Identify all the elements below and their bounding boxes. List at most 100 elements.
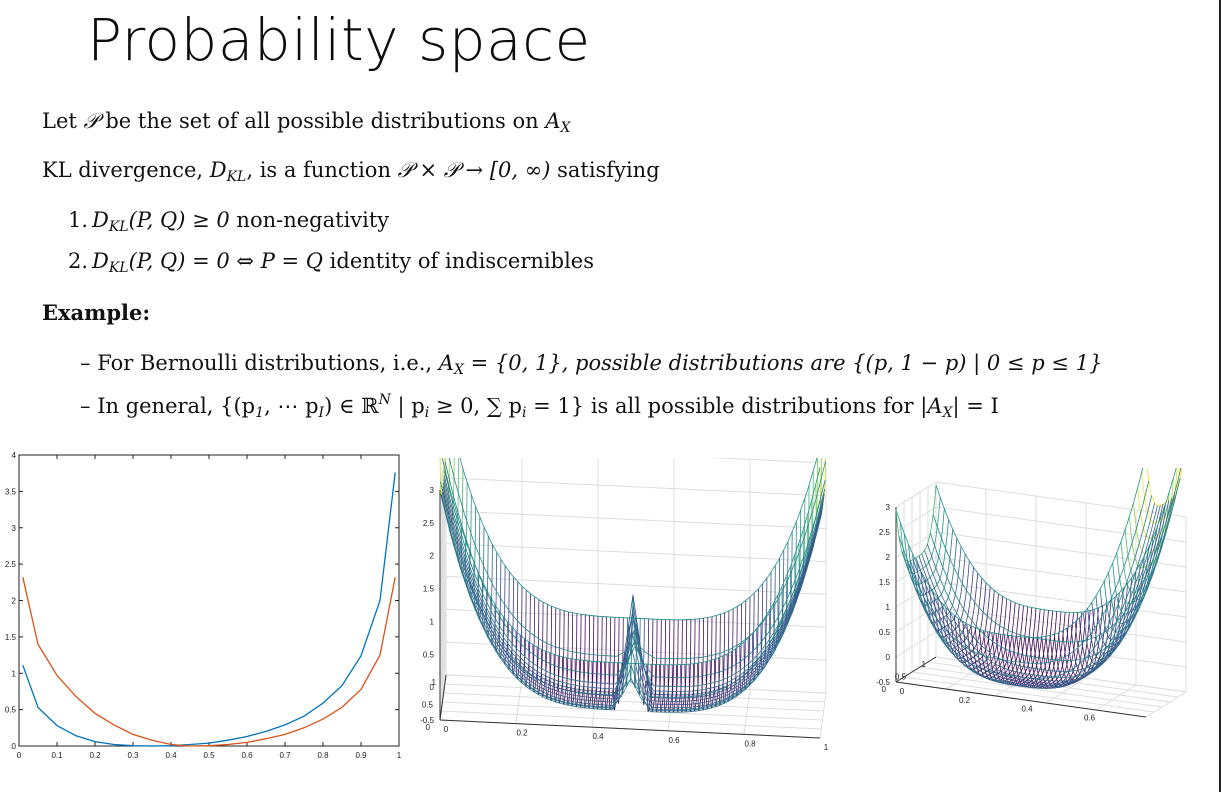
z-tick-label: -0.5 [876,678,890,687]
intro-text-1: Let [42,109,84,133]
x-tick-label: 0.4 [592,732,604,741]
grid-line [667,685,675,731]
surface-mesh-line [932,468,1182,643]
z-tick-label: 2 [430,552,435,561]
surface-mesh-line [612,617,620,711]
kl-subscript: KL [226,169,247,185]
line-chart: 0 0.1 0.2 0.3 0.4 0.5 0.6 0.7 0.8 0.9 1 0 0.5 1 1.5 2 2.… [5,451,402,760]
surface-plot-1: -0.500.511.522.530 0.2 0.4 0.6 0.8 100.51 [420,458,829,752]
kl-symbol: D [92,208,109,232]
y-tick-label: 0.5 [5,706,17,715]
y-tick-label: 0 [12,742,17,751]
alphabet-subscript: X [560,120,571,136]
y-tick-label: 3.5 [5,487,17,496]
z-tick-label: 0 [430,683,435,692]
x-tick-label: 0.8 [317,751,329,760]
surface-mesh-line [907,505,1158,689]
grid-line [927,661,1179,698]
y-tick-label: 0.5 [422,701,434,710]
grid-line [935,506,1187,543]
x-tick-label: 1 [824,743,829,752]
kl-symbol: D [209,158,227,182]
surface-mesh-line [443,475,825,692]
surface-mesh-line [442,485,824,702]
list-dash: – [80,394,91,418]
subscript: I [318,405,325,421]
y-tick-label: 1 [922,660,927,669]
x-tick-label: 0 [17,751,22,760]
x-tick-label: 0.2 [959,696,971,705]
property-number: 2. [68,249,89,273]
grid-line [709,458,827,464]
example-item: – In general, {(p1, ⋯ pI) ∈ ℝN | pi ≥ 0,… [80,387,999,426]
grid-line [935,606,1187,643]
grid-line [935,481,1187,518]
x-axis-line [439,719,821,739]
surface-mesh-line [646,619,654,713]
property-formula: (P, Q) ≥ 0 [128,208,230,232]
example-text: In general, {(p [97,394,256,418]
grid-line [1145,691,1187,718]
surface-mesh-line [898,480,1150,664]
x-tick-label: 0.5 [203,751,215,760]
kl-subscript: KL [108,219,129,235]
y-tick-label: 2 [12,597,17,606]
surface-mesh-line [909,505,1161,689]
y-tick-label: 0 [882,685,887,694]
x-tick-label: 0.6 [668,736,680,745]
grid-line [1045,677,1087,704]
z-tick-label: 2.5 [423,519,435,528]
kl-definition-line: KL divergence, DKL, is a function 𝒫 × 𝒫 … [42,157,660,190]
surface-mesh-line [444,461,826,678]
example-text: ) ∈ ℝ [324,394,379,418]
z-tick-label: 1.5 [879,578,891,587]
slide-border [1219,0,1221,792]
y-tick-label: 4 [12,451,17,460]
property-item: 2. DKL(P, Q) = 0 ⇔ P = Q identity of indi… [68,248,594,281]
grid-line [445,575,827,595]
grid-line [591,682,599,728]
example-text: | = I [952,394,999,418]
alphabet-symbol: A [438,351,454,375]
example-text: For Bernoulli distributions, i.e., [97,351,439,375]
list-dash: – [80,351,91,375]
grid-line [441,710,822,730]
alphabet-symbol: A [545,109,561,133]
y-tick-label: 1 [12,669,17,678]
z-tick-label: 1 [886,603,891,612]
y-axis-line [895,656,937,683]
surface-mesh-line [443,482,824,699]
x-tick-label: 0 [900,687,905,696]
x-tick-label: 0.3 [127,751,139,760]
surface-mesh-line [444,470,826,687]
grid-line [445,543,827,563]
z-tick-label: -0.5 [420,716,434,725]
y-tick-label: 0 [426,723,431,732]
series-line [22,577,396,747]
property-formula: (P, Q) = 0 ⇔ P = Q [128,249,323,273]
grid-line [1095,684,1137,711]
x-axis-line [895,681,1147,718]
grid-line [443,692,824,712]
property-text: identity of indiscernibles [322,249,595,273]
x-tick-label: 0.8 [744,739,756,748]
grid-line [444,683,825,703]
alphabet-subscript: X [942,405,953,421]
subscript: 1 [255,405,265,421]
x-tick-label: 0.9 [355,751,367,760]
x-tick-label: 0.4 [1021,705,1033,714]
surface-mesh-line [912,504,1164,688]
set-symbol: 𝒫 [83,109,99,133]
z-tick-label: 3 [430,486,435,495]
kl-text-3: satisfying [550,158,660,182]
z-tick-label: 1 [430,617,435,626]
alphabet-subscript: X [453,362,464,378]
kl-symbol: D [92,249,109,273]
subscript: i [522,405,527,421]
grid-line [895,631,937,658]
property-number: 1. [68,208,89,232]
grid-line [445,510,827,530]
plot-frame [18,454,400,747]
surface-mesh-line [935,468,1177,614]
surface-mesh-line [918,500,1170,684]
